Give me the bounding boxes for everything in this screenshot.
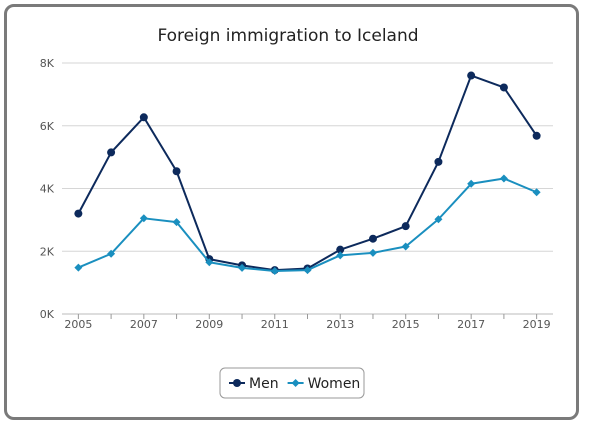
men-data-point[interactable] [139,113,148,122]
legend-marker-diamond [291,379,300,387]
x-tick-label: 2005 [64,318,92,331]
chart-frame [4,4,579,420]
x-tick-label: 2013 [326,318,354,331]
grid-lines [62,62,553,315]
women-data-point[interactable] [532,188,541,197]
women-data-point[interactable] [238,263,247,272]
men-data-point[interactable] [368,234,377,243]
men-data-point[interactable] [499,83,508,92]
women-data-point[interactable] [434,215,443,224]
x-tick-label: 2015 [392,318,420,331]
men-data-point[interactable] [172,167,181,176]
women-data-point[interactable] [499,174,508,183]
women-series-line [77,177,538,273]
legend[interactable]: Men Women [219,367,365,399]
x-tick-label: 2017 [457,318,485,331]
men-data-point[interactable] [467,71,476,80]
legend-label-men: Men [249,376,279,392]
men-series-line [77,74,538,272]
women-data-point[interactable] [270,267,279,276]
legend-item-men[interactable]: Men [229,376,279,392]
women-data-point[interactable] [368,248,377,257]
women-data-point[interactable] [467,179,476,188]
y-tick-label: 4K [40,183,55,196]
legend-marker-circle [233,379,241,387]
y-tick-label: 0K [40,308,55,321]
women-data-point[interactable] [303,266,312,275]
men-data-point[interactable] [401,222,410,231]
women-data-point[interactable] [401,242,410,251]
men-data-point[interactable] [532,131,541,140]
y-tick-label: 8K [40,57,55,70]
legend-label-women: Women [308,376,361,392]
women-data-point[interactable] [107,249,116,258]
men-data-point[interactable] [107,148,116,157]
chart-title: Foreign immigration to Iceland [157,26,418,46]
y-tick-label: 6K [40,120,55,133]
women-data-point[interactable] [172,218,181,227]
women-data-point[interactable] [74,263,83,272]
men-data-point[interactable] [336,245,345,254]
women-data-point[interactable] [205,258,214,267]
women-data-point[interactable] [139,214,148,223]
axes: 0K 2K 4K 6K 8K 2005 2007 2009 2011 2013 2015 2017 20… [40,57,551,331]
x-tick-label: 2019 [523,318,551,331]
men-data-point[interactable] [74,209,83,218]
x-tick-label: 2007 [130,318,158,331]
women-data-point[interactable] [336,251,345,260]
men-data-point[interactable] [434,157,443,166]
x-tick-label: 2009 [195,318,223,331]
series-layer [74,71,541,276]
legend-item-women[interactable]: Women [287,376,361,392]
x-tick-label: 2011 [261,318,289,331]
y-tick-label: 2K [40,245,55,258]
